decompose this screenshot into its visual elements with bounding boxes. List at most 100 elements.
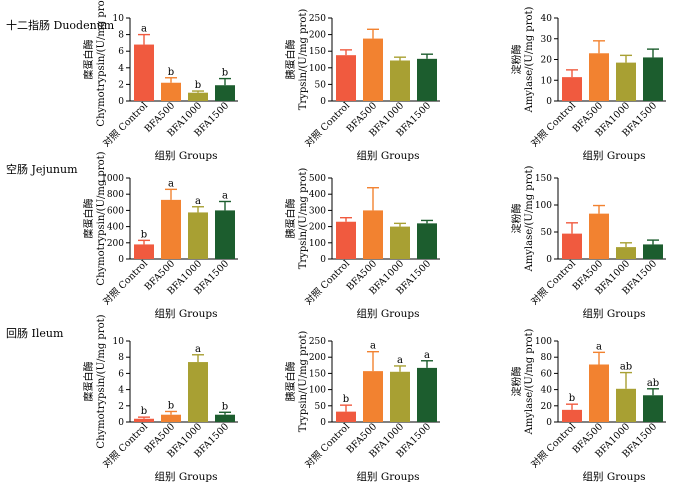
y-axis-title: 糜蛋白酶Chymotrypsin/(U/mg prot) bbox=[82, 0, 107, 127]
y-tick-label: 300 bbox=[309, 206, 326, 216]
y-tick-label: 100 bbox=[309, 64, 326, 74]
y-tick-label: 10 bbox=[541, 76, 553, 86]
significance-label: a bbox=[168, 178, 174, 189]
y-tick-label: 80 bbox=[541, 353, 553, 363]
significance-label: ab bbox=[620, 362, 632, 373]
y-tick-label: 400 bbox=[107, 223, 124, 233]
bar bbox=[215, 85, 235, 101]
y-tick-label: 50 bbox=[315, 80, 327, 90]
category-label: 对照 Control bbox=[302, 258, 352, 308]
category-label: 对照 Control bbox=[528, 100, 578, 150]
significance-label: b bbox=[195, 80, 201, 91]
y-tick-label: 40 bbox=[541, 14, 553, 24]
bar bbox=[336, 55, 356, 101]
y-axis-title: 淀粉酶Amylase/(U/mg prot) bbox=[510, 329, 535, 436]
significance-label: ab bbox=[647, 378, 659, 389]
bar bbox=[589, 213, 609, 259]
y-tick-label: 150 bbox=[309, 47, 326, 57]
bar bbox=[363, 371, 383, 422]
panel-0-0: 0 2 4 6 8 10 糜蛋白酶Chymotrypsin/(U/mg prot) a 对照 C… bbox=[82, 0, 238, 162]
y-axis-title: 糜蛋白酶Chymotrypsin/(U/mg prot) bbox=[82, 151, 107, 285]
row-label-1: 空肠 Jejunum bbox=[6, 162, 78, 176]
category-label: 对照 Control bbox=[528, 421, 578, 471]
y-tick-label: 10 bbox=[113, 14, 125, 24]
y-tick-label: 4 bbox=[118, 64, 124, 74]
y-tick-label: 200 bbox=[309, 31, 326, 41]
y-tick-label: 200 bbox=[309, 223, 326, 233]
significance-label: b bbox=[168, 67, 174, 78]
y-axis-title: 胰蛋白酶Trypsin/(U/mg prot) bbox=[284, 168, 309, 270]
y-tick-label: 60 bbox=[541, 369, 553, 379]
significance-label: a bbox=[141, 24, 147, 35]
panel-0-2: 0 10 20 30 40 淀粉酶Amylase/(U/mg prot)对照 Contro… bbox=[510, 7, 666, 162]
bar bbox=[188, 92, 208, 101]
y-tick-label: 100 bbox=[309, 386, 326, 396]
row-label-2: 回肠 Ileum bbox=[6, 327, 64, 340]
bar bbox=[134, 244, 154, 259]
x-axis-title: 组别 Groups bbox=[155, 307, 218, 320]
bar bbox=[616, 247, 636, 259]
bar bbox=[188, 362, 208, 422]
category-label: 对照 Control bbox=[100, 421, 150, 471]
bar bbox=[643, 57, 663, 101]
y-tick-label: 20 bbox=[541, 56, 553, 66]
bar bbox=[562, 233, 582, 259]
x-axis-title: 组别 Groups bbox=[155, 149, 218, 162]
significance-label: b bbox=[222, 68, 228, 79]
y-tick-label: 6 bbox=[118, 47, 124, 57]
y-tick-label: 0 bbox=[118, 255, 124, 265]
y-tick-label: 30 bbox=[541, 35, 553, 45]
bar bbox=[643, 244, 663, 259]
bar bbox=[134, 44, 154, 101]
significance-label: a bbox=[370, 341, 376, 352]
y-tick-label: 600 bbox=[107, 206, 124, 216]
significance-label: a bbox=[424, 350, 430, 361]
x-axis-title: 组别 Groups bbox=[583, 470, 646, 483]
y-tick-label: 0 bbox=[320, 97, 326, 107]
significance-label: a bbox=[397, 355, 403, 366]
y-axis-title: 胰蛋白酶Trypsin/(U/mg prot) bbox=[284, 331, 309, 433]
y-tick-label: 0 bbox=[118, 418, 124, 428]
significance-label: a bbox=[195, 196, 201, 207]
y-tick-label: 100 bbox=[309, 239, 326, 249]
bar bbox=[643, 395, 663, 422]
y-tick-label: 400 bbox=[309, 190, 326, 200]
x-axis-title: 组别 Groups bbox=[583, 149, 646, 162]
panel-2-0: 0 2 4 6 8 10 糜蛋白酶Chymotrypsin/(U/mg prot) b 对照 C… bbox=[82, 314, 238, 483]
y-axis-title: 糜蛋白酶Chymotrypsin/(U/mg prot) bbox=[82, 314, 107, 448]
bar bbox=[616, 62, 636, 101]
bar bbox=[161, 199, 181, 259]
x-axis-title: 组别 Groups bbox=[357, 149, 420, 162]
significance-label: b bbox=[141, 229, 147, 240]
y-tick-label: 250 bbox=[309, 337, 326, 347]
category-label: 对照 Control bbox=[302, 421, 352, 471]
bar bbox=[589, 53, 609, 101]
significance-label: b bbox=[222, 401, 228, 412]
y-tick-label: 0 bbox=[546, 255, 552, 265]
y-axis-title: 淀粉酶Amylase/(U/mg prot) bbox=[510, 166, 535, 273]
y-axis-title: 淀粉酶Amylase/(U/mg prot) bbox=[510, 7, 535, 114]
x-axis-title: 组别 Groups bbox=[583, 307, 646, 320]
bar bbox=[363, 210, 383, 259]
category-label: 对照 Control bbox=[528, 258, 578, 308]
y-tick-label: 1000 bbox=[101, 174, 124, 184]
significance-label: b bbox=[569, 393, 575, 404]
bar bbox=[215, 210, 235, 259]
y-tick-label: 200 bbox=[309, 353, 326, 363]
significance-label: a bbox=[222, 190, 228, 201]
y-tick-label: 20 bbox=[541, 402, 553, 412]
category-label: 对照 Control bbox=[100, 258, 150, 308]
y-tick-label: 2 bbox=[118, 80, 124, 90]
y-tick-label: 50 bbox=[541, 228, 553, 238]
significance-label: a bbox=[596, 341, 602, 352]
significance-label: a bbox=[195, 344, 201, 355]
bar bbox=[363, 38, 383, 101]
row-label-0: 十二指肠 Duodenum bbox=[6, 18, 115, 32]
y-tick-label: 0 bbox=[546, 97, 552, 107]
x-axis-title: 组别 Groups bbox=[357, 470, 420, 483]
